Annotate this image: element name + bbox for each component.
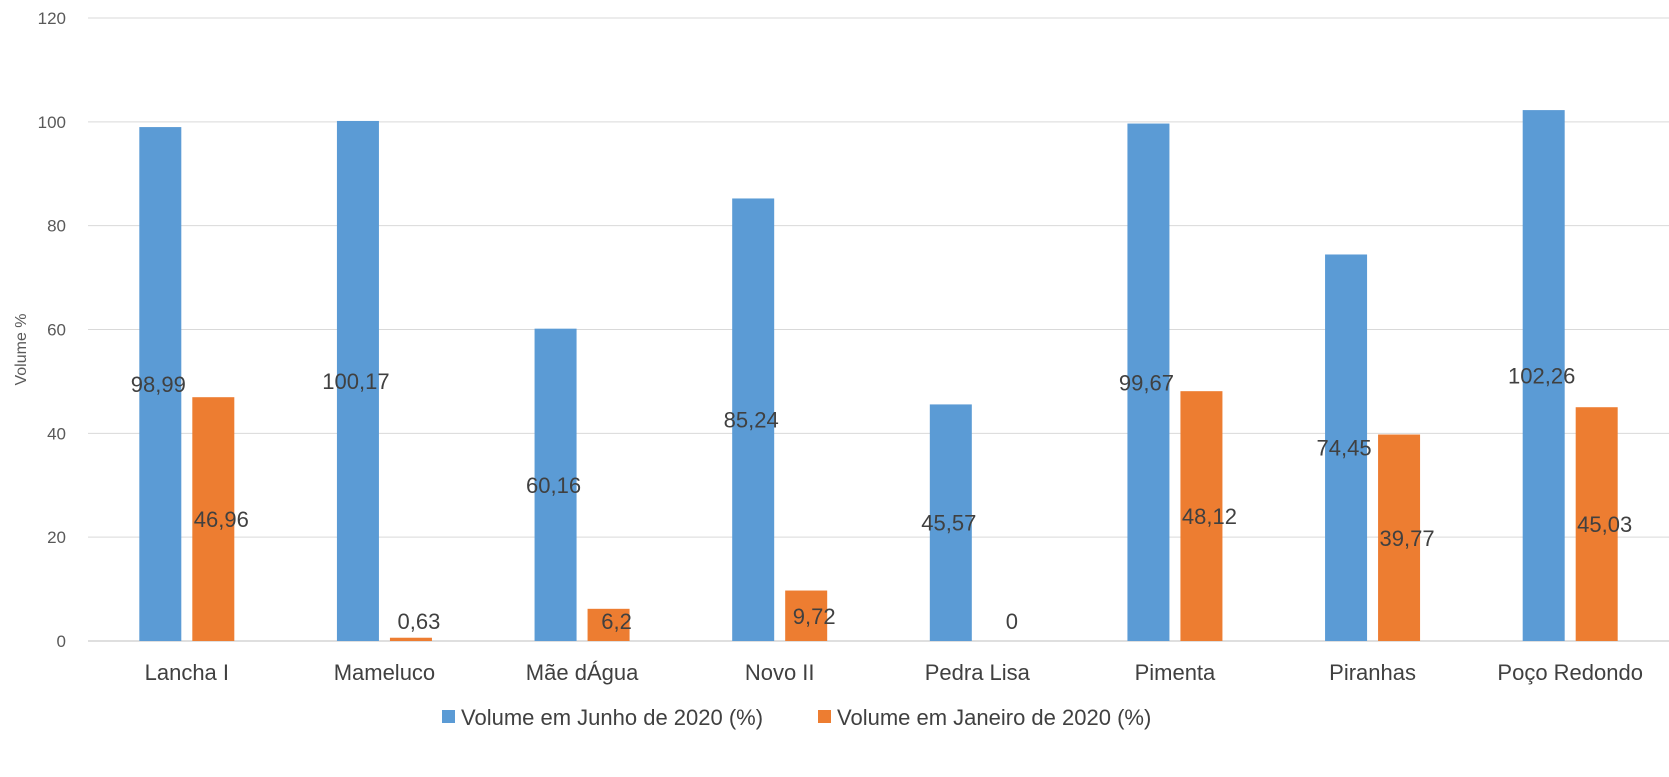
data-label: 98,99 bbox=[131, 372, 186, 397]
x-tick-label: Piranhas bbox=[1329, 660, 1416, 685]
data-label: 60,16 bbox=[526, 473, 581, 498]
bar-junho bbox=[336, 120, 379, 642]
data-label: 45,03 bbox=[1577, 512, 1632, 537]
bar-janeiro bbox=[1180, 391, 1223, 641]
x-tick-label: Lancha I bbox=[145, 660, 229, 685]
x-tick-label: Mãe dÁgua bbox=[526, 660, 639, 685]
y-tick-label: 0 bbox=[57, 632, 66, 651]
legend-label: Volume em Janeiro de 2020 (%) bbox=[837, 705, 1151, 730]
bar-junho bbox=[1522, 110, 1565, 642]
bar-janeiro bbox=[192, 397, 235, 641]
y-tick-label: 40 bbox=[47, 424, 66, 443]
bar-junho bbox=[1127, 123, 1170, 642]
y-tick-label: 60 bbox=[47, 321, 66, 340]
data-label: 102,26 bbox=[1508, 364, 1575, 389]
bars bbox=[139, 110, 1618, 642]
x-tick-label: Novo II bbox=[745, 660, 815, 685]
y-tick-label: 20 bbox=[47, 528, 66, 547]
bar-junho bbox=[534, 328, 577, 641]
x-tick-label: Pedra Lisa bbox=[925, 660, 1031, 685]
data-label: 6,2 bbox=[601, 609, 632, 634]
bar-janeiro bbox=[587, 608, 630, 641]
data-label: 48,12 bbox=[1182, 504, 1237, 529]
bar-junho bbox=[929, 404, 972, 641]
data-label: 0 bbox=[1006, 609, 1018, 634]
y-tick-label: 120 bbox=[38, 9, 66, 28]
data-label: 0,63 bbox=[398, 609, 441, 634]
bar-junho bbox=[139, 127, 182, 642]
y-tick-label: 100 bbox=[38, 113, 66, 132]
data-labels: 98,99 46,96 100,17 0,63 60,16 6,2 85,24 9,72 45,… bbox=[131, 364, 1632, 634]
bar-janeiro bbox=[389, 637, 432, 641]
bar-janeiro bbox=[785, 590, 828, 641]
legend: Volume em Junho de 2020 (%) Volume em Jan… bbox=[442, 705, 1151, 730]
bar-junho bbox=[732, 198, 775, 641]
data-label: 46,96 bbox=[194, 507, 249, 532]
y-axis-title: Volume % bbox=[13, 313, 30, 385]
data-label: 85,24 bbox=[724, 408, 779, 433]
data-label: 74,45 bbox=[1317, 436, 1372, 461]
y-tick-label: 80 bbox=[47, 217, 66, 236]
x-axis-categories: Lancha I Mameluco Mãe dÁgua Novo II Pedra Li… bbox=[145, 660, 1643, 685]
bar-janeiro bbox=[1575, 407, 1618, 641]
data-label: 39,77 bbox=[1380, 526, 1435, 551]
bar-junho bbox=[1325, 254, 1368, 642]
data-label: 45,57 bbox=[921, 511, 976, 536]
data-label: 99,67 bbox=[1119, 370, 1174, 395]
x-tick-label: Poço Redondo bbox=[1497, 660, 1643, 685]
bar-janeiro bbox=[1378, 434, 1421, 641]
legend-swatch bbox=[442, 710, 455, 723]
legend-swatch bbox=[818, 710, 831, 723]
x-tick-label: Pimenta bbox=[1135, 660, 1216, 685]
legend-label: Volume em Junho de 2020 (%) bbox=[461, 705, 763, 730]
data-label: 100,17 bbox=[322, 369, 389, 394]
data-label: 9,72 bbox=[793, 604, 836, 629]
x-tick-label: Mameluco bbox=[334, 660, 435, 685]
y-axis-ticks: 0 20 40 60 80 100 120 bbox=[38, 9, 66, 651]
